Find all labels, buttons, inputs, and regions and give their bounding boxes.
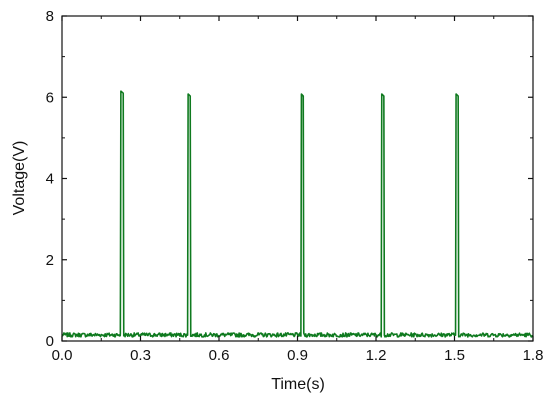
x-axis-title: Time(s) [271,376,325,393]
plot-area [61,90,534,338]
x-tick-label: 0.0 [52,347,73,364]
x-tick-label: 1.2 [366,347,387,364]
y-tick-label: 4 [46,171,54,188]
y-tick-label: 8 [46,8,54,25]
x-tick-label: 1.5 [444,347,465,364]
x-tick-label: 0.3 [130,347,151,364]
plot-frame [61,15,534,342]
y-tick-label: 2 [46,252,54,269]
y-tick-label: 0 [46,333,54,350]
voltage-series-line [61,90,534,338]
y-axis-title: Voltage(V) [11,141,28,216]
x-tick-label: 1.8 [523,347,544,364]
x-tick-label: 0.6 [209,347,230,364]
y-tick-label: 6 [46,89,54,106]
axes: 0.0 0.3 0.6 0.9 1.2 1.5 1.8 0 2 4 6 8 [46,8,544,364]
x-tick-label: 0.9 [287,347,308,364]
